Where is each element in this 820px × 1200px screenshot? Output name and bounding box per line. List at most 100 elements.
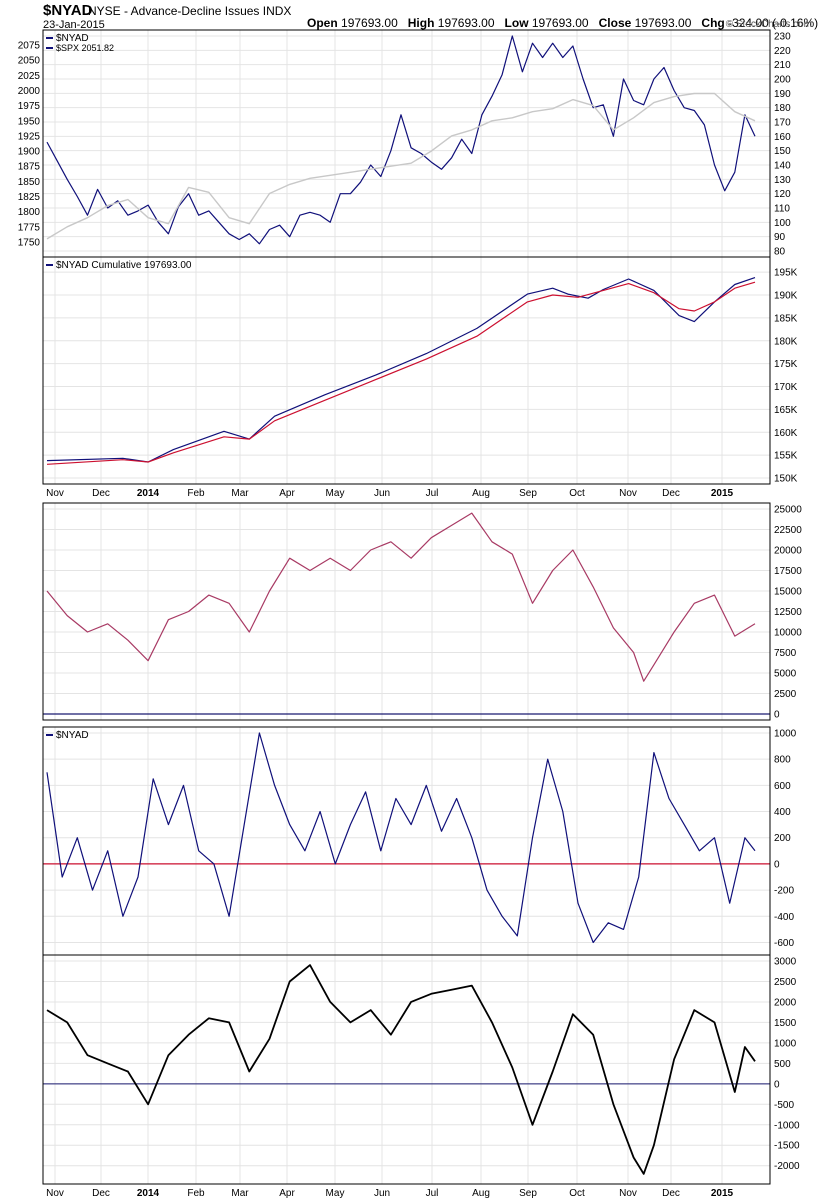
series-line-2 bbox=[46, 92, 756, 240]
y-tick-label: 120 bbox=[774, 189, 791, 200]
y-tick-label-left: 1775 bbox=[18, 222, 41, 233]
x-tick-label: Oct bbox=[569, 1188, 585, 1199]
panel-border bbox=[42, 954, 771, 1185]
y-tick-label: -1000 bbox=[774, 1120, 800, 1131]
series-line-1 bbox=[46, 964, 756, 1175]
close-label: Close bbox=[598, 16, 632, 30]
x-tick-label: 2014 bbox=[137, 1188, 160, 1199]
x-tick-label: Mar bbox=[231, 488, 249, 499]
y-tick-label: 175K bbox=[774, 359, 798, 370]
y-tick-label: 1500 bbox=[774, 1018, 797, 1029]
y-tick-label: 210 bbox=[774, 60, 791, 71]
y-tick-label: 3000 bbox=[774, 957, 797, 968]
chart-panel-2 bbox=[42, 256, 771, 485]
y-tick-label: 160 bbox=[774, 132, 791, 143]
y-tick-label: -500 bbox=[774, 1100, 794, 1111]
legend-label: $NYAD Cumulative 197693.00 bbox=[56, 260, 192, 271]
y-tick-label: 400 bbox=[774, 807, 791, 818]
y-tick-label: 190K bbox=[774, 291, 798, 302]
x-tick-label: Mar bbox=[231, 1188, 249, 1199]
x-tick-label: 2015 bbox=[711, 488, 734, 499]
series-line-1 bbox=[46, 512, 756, 682]
y-tick-label: 150 bbox=[774, 146, 791, 157]
panel-border bbox=[42, 29, 771, 258]
x-tick-label: 2015 bbox=[711, 1188, 734, 1199]
y-tick-label: 0 bbox=[774, 710, 780, 721]
x-tick-label: Aug bbox=[472, 1188, 490, 1199]
y-tick-label: 0 bbox=[774, 1079, 780, 1090]
high-label: High bbox=[407, 16, 435, 30]
x-tick-label: Apr bbox=[279, 1188, 295, 1199]
chart-panel-3 bbox=[42, 502, 771, 721]
y-tick-label: 2500 bbox=[774, 689, 797, 700]
x-tick-label: Nov bbox=[619, 1188, 637, 1199]
y-tick-label: 15000 bbox=[774, 587, 802, 598]
panel-border bbox=[42, 502, 771, 721]
chart-header: $NYAD NYSE - Advance-Decline Issues INDX… bbox=[0, 0, 820, 31]
y-tick-label: 150K bbox=[774, 474, 798, 485]
y-tick-label: -2000 bbox=[774, 1161, 800, 1172]
close-value: 197693.00 bbox=[634, 16, 692, 30]
y-tick-label-left: 1925 bbox=[18, 131, 41, 142]
y-tick-label: 130 bbox=[774, 175, 791, 186]
y-tick-label: 190 bbox=[774, 89, 791, 100]
y-tick-label-left: 1750 bbox=[18, 237, 41, 248]
series-line-1 bbox=[46, 732, 756, 944]
y-tick-label: 170 bbox=[774, 118, 791, 129]
x-tick-label: Jul bbox=[426, 488, 439, 499]
x-tick-label: Jun bbox=[374, 488, 390, 499]
y-tick-label: 195K bbox=[774, 268, 798, 279]
y-tick-label: 22500 bbox=[774, 525, 802, 536]
y-tick-label: 20000 bbox=[774, 546, 802, 557]
x-tick-label: Dec bbox=[662, 1188, 680, 1199]
y-tick-label: -400 bbox=[774, 912, 794, 923]
series-line-2 bbox=[46, 281, 756, 465]
y-tick-label: 90 bbox=[774, 232, 786, 243]
x-tick-label: Jun bbox=[374, 1188, 390, 1199]
x-tick-label: 2014 bbox=[137, 488, 160, 499]
x-tick-label: Nov bbox=[46, 1188, 64, 1199]
panel-border bbox=[42, 726, 771, 956]
x-tick-label: Feb bbox=[187, 1188, 205, 1199]
y-tick-label: 170K bbox=[774, 382, 798, 393]
legend-label: $SPX 2051.82 bbox=[56, 43, 114, 53]
y-tick-label: 10000 bbox=[774, 628, 802, 639]
y-tick-label: 200 bbox=[774, 833, 791, 844]
x-tick-label: Dec bbox=[92, 1188, 110, 1199]
low-label: Low bbox=[504, 16, 529, 30]
instrument-name: NYSE - Advance-Decline Issues INDX bbox=[88, 4, 292, 18]
x-tick-label: May bbox=[326, 488, 345, 499]
legend-label: $NYAD bbox=[56, 730, 89, 741]
y-tick-label: -1500 bbox=[774, 1141, 800, 1152]
y-tick-label: 185K bbox=[774, 313, 798, 324]
y-tick-label: 1000 bbox=[774, 729, 797, 740]
y-tick-label: 7500 bbox=[774, 648, 797, 659]
open-label: Open bbox=[307, 16, 338, 30]
y-tick-label: 80 bbox=[774, 247, 786, 258]
chg-label: Chg bbox=[701, 16, 725, 30]
x-tick-label: Sep bbox=[519, 488, 537, 499]
x-tick-label: Jul bbox=[426, 1188, 439, 1199]
x-tick-label: Feb bbox=[187, 488, 205, 499]
y-tick-label: 2000 bbox=[774, 997, 797, 1008]
y-tick-label-left: 1900 bbox=[18, 147, 41, 158]
ohlc-readout: Open 197693.00 High 197693.00 Low 197693… bbox=[307, 16, 820, 30]
y-tick-label: 200 bbox=[774, 75, 791, 86]
y-tick-label: 230 bbox=[774, 32, 791, 43]
y-tick-label-left: 1850 bbox=[18, 177, 41, 188]
copyright: © StockCharts.com bbox=[725, 19, 812, 30]
y-tick-label: 180K bbox=[774, 336, 798, 347]
series-line-1 bbox=[46, 277, 756, 463]
open-value: 197693.00 bbox=[341, 16, 398, 30]
x-tick-label: Dec bbox=[92, 488, 110, 499]
y-tick-label-left: 2000 bbox=[18, 86, 41, 97]
y-tick-label: 25000 bbox=[774, 505, 802, 516]
x-tick-label: Nov bbox=[619, 488, 637, 499]
x-tick-label: Sep bbox=[519, 1188, 537, 1199]
chart-panel-5 bbox=[42, 954, 771, 1185]
y-tick-label-left: 1950 bbox=[18, 116, 41, 127]
x-tick-label: Nov bbox=[46, 488, 64, 499]
y-tick-label: 600 bbox=[774, 781, 791, 792]
high-value: 197693.00 bbox=[437, 16, 495, 30]
